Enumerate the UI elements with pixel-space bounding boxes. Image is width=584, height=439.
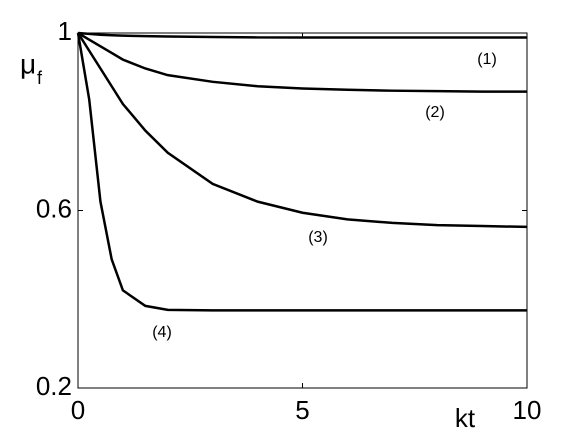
series-line	[76, 32, 527, 312]
annotation: (1)	[477, 51, 497, 68]
series-line	[77, 31, 527, 93]
y-label-subscript: f	[37, 68, 43, 88]
x-tick-label: 5	[295, 395, 309, 425]
plot-frame	[77, 32, 528, 389]
y-tick-label: 0.2	[36, 371, 72, 401]
x-label: kt	[455, 403, 476, 433]
series-line	[77, 31, 527, 39]
x-tick-label: 0	[71, 395, 85, 425]
y-label: μ	[20, 48, 36, 79]
series-line	[76, 32, 528, 229]
x-tick-label: 10	[513, 395, 542, 425]
annotation: (3)	[308, 229, 328, 246]
y-tick-label: 0.6	[36, 193, 72, 223]
y-tick-label: 1	[58, 16, 72, 46]
annotation: (2)	[425, 104, 445, 121]
annotation: (4)	[152, 324, 172, 341]
